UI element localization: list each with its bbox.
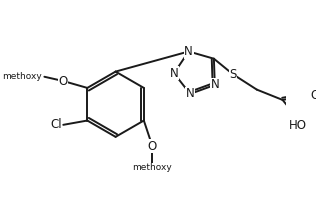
Text: N: N bbox=[186, 87, 195, 100]
Text: HO: HO bbox=[289, 119, 307, 132]
Text: methoxy: methoxy bbox=[2, 72, 42, 81]
Text: N: N bbox=[184, 45, 193, 58]
Text: O: O bbox=[310, 89, 316, 102]
Text: O: O bbox=[59, 75, 68, 88]
Text: O: O bbox=[148, 140, 157, 153]
Text: S: S bbox=[229, 68, 236, 81]
Text: methoxy: methoxy bbox=[132, 163, 172, 172]
Text: N: N bbox=[210, 78, 219, 91]
Text: N: N bbox=[170, 67, 178, 80]
Text: Cl: Cl bbox=[50, 118, 62, 131]
